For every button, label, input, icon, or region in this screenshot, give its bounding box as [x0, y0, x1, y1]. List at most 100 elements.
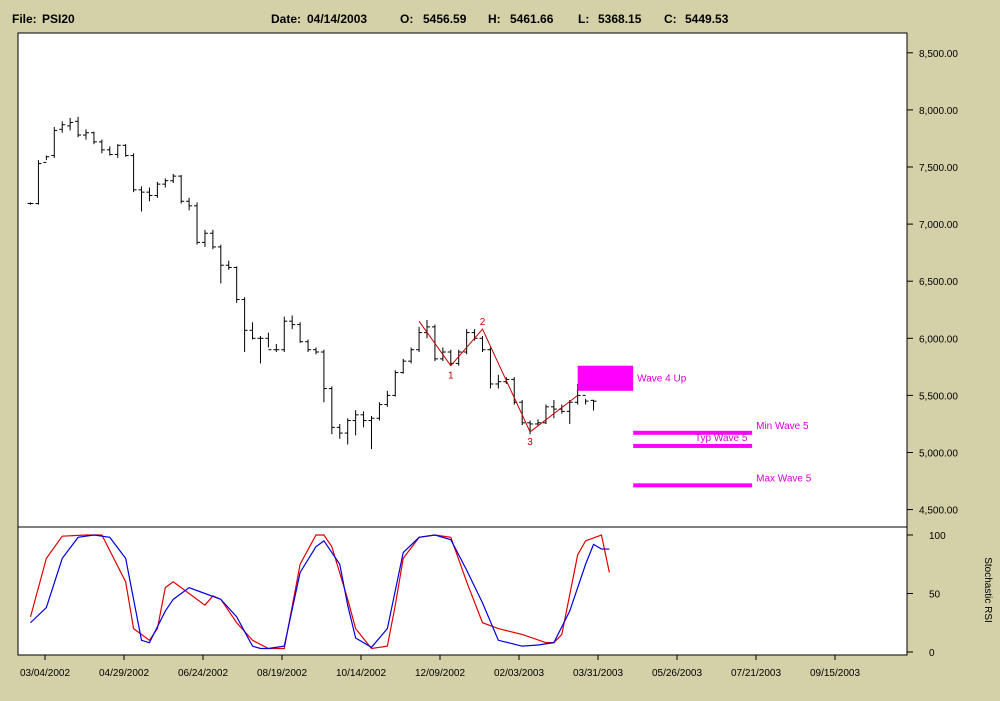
target-zone: [633, 443, 753, 448]
ohlc-bar: [416, 326, 423, 353]
x-axis-label: 03/31/2003: [573, 668, 623, 679]
wave-label: 2: [480, 317, 486, 328]
price-axis-label: 4,500.00: [919, 506, 958, 517]
ohlc-bar: [194, 202, 201, 245]
ohlc-bar: [114, 144, 121, 158]
wave-label: 1: [448, 371, 454, 382]
stoch-line-blue: [30, 534, 610, 650]
ohlc-bar: [495, 374, 502, 389]
ohlc-bar: [75, 116, 82, 138]
high-label: H:: [488, 12, 501, 26]
ohlc-bar: [98, 139, 105, 154]
date-label: Date:: [271, 12, 302, 26]
ohlc-bar: [233, 266, 240, 303]
x-axis-label: 10/14/2002: [336, 668, 386, 679]
ohlc-bar: [83, 129, 90, 140]
ohlc-bar: [519, 399, 526, 426]
ohlc-bar: [582, 394, 589, 405]
price-axis-label: 5,000.00: [919, 449, 958, 460]
ohlc-bar: [138, 186, 145, 212]
x-axis-label: 04/29/2002: [99, 668, 149, 679]
low-value: 5368.15: [598, 12, 642, 26]
stoch-axis-label: 0: [929, 648, 935, 659]
ohlc-bar: [305, 339, 312, 353]
ohlc-bar: [590, 399, 597, 411]
ohlc-bar: [320, 349, 327, 403]
target-zone: [633, 483, 753, 488]
ohlc-bar: [146, 187, 153, 202]
price-axis-label: 6,000.00: [919, 334, 958, 345]
stoch-panel: [17, 526, 908, 656]
ohlc-bar: [51, 127, 58, 158]
ohlc-bar: [487, 347, 494, 389]
wave-count-line: [418, 320, 578, 433]
ohlc-bar: [225, 260, 232, 270]
low-label: L:: [578, 12, 590, 26]
ohlc-bar: [241, 297, 248, 353]
x-axis-label: 06/24/2002: [178, 668, 228, 679]
ohlc-bar: [344, 418, 351, 445]
ohlc-bar: [186, 197, 193, 211]
price-panel: [17, 32, 908, 528]
ohlc-bar: [455, 349, 462, 366]
target-zone: [633, 430, 753, 435]
x-axis-label: 12/09/2002: [415, 668, 465, 679]
ohlc-bar: [463, 329, 470, 355]
ohlc-bar: [384, 390, 391, 407]
price-axis-label: 7,500.00: [919, 163, 958, 174]
ohlc-bar: [178, 174, 185, 204]
ohlc-bar: [408, 347, 415, 364]
price-axis-label: 5,500.00: [919, 391, 958, 402]
high-value: 5461.66: [510, 12, 554, 26]
ohlc-bar: [67, 117, 74, 131]
ohlc-bar: [312, 347, 319, 355]
open-label: O:: [400, 12, 414, 26]
target-zone: [577, 365, 634, 391]
ohlc-bar: [162, 178, 169, 188]
ohlc-bar: [328, 386, 335, 435]
ohlc-bar: [424, 320, 430, 339]
ohlc-bar: [217, 244, 224, 284]
file-name: PSI20: [42, 12, 75, 26]
price-axis-label: 8,500.00: [919, 49, 958, 60]
ohlc-bar: [392, 370, 399, 397]
ohlc-bar: [257, 336, 264, 364]
stoch-line-red: [29, 534, 610, 650]
ohlc-bar: [336, 423, 343, 439]
ohlc-bar: [352, 410, 359, 436]
ohlc-bar: [479, 336, 486, 353]
date-value: 04/14/2003: [307, 12, 368, 26]
ohlc-bar: [535, 419, 542, 427]
ohlc-bar: [201, 229, 208, 247]
ohlc-bar: [265, 332, 272, 351]
open-value: 5456.59: [423, 12, 467, 26]
close-value: 5449.53: [685, 12, 729, 26]
ohlc-bar: [43, 155, 50, 163]
x-axis-label: 07/21/2003: [731, 668, 781, 679]
ohlc-bar: [130, 153, 137, 193]
x-axis-label: 03/04/2002: [20, 668, 70, 679]
ohlc-bar: [297, 322, 304, 343]
ohlc-bar: [209, 229, 216, 250]
ohlc-bar: [35, 160, 42, 205]
ohlc-bar: [542, 404, 549, 424]
ohlc-bar: [400, 358, 407, 374]
ohlc-bar: [273, 344, 280, 353]
ohlc-bar: [376, 402, 383, 421]
ohlc-bar: [368, 415, 375, 450]
file-label: File:: [12, 12, 37, 26]
ohlc-bar: [90, 131, 97, 145]
x-axis-label: 08/19/2002: [257, 668, 307, 679]
target-label: Typ Wave 5: [695, 433, 748, 444]
ohlc-bar: [360, 411, 367, 428]
ohlc-bar: [249, 322, 256, 340]
ohlc-bar: [122, 144, 129, 157]
price-axis-label: 8,000.00: [919, 106, 958, 117]
stoch-axis-title: Stochastic RSI: [982, 557, 993, 623]
ohlc-bar: [550, 399, 557, 419]
ohlc-bar: [170, 173, 177, 183]
x-axis-label: 02/03/2003: [494, 668, 544, 679]
stoch-axis-label: 100: [929, 531, 946, 542]
chart-header: File: PSI20 Date: 04/14/2003 O: 5456.59 …: [0, 12, 1000, 30]
